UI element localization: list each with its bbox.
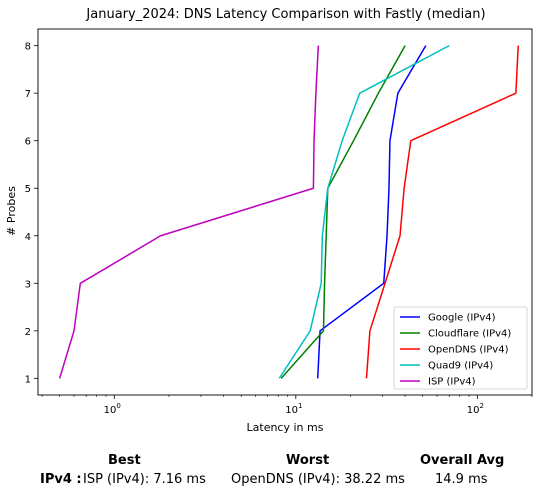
y-axis-label: # Probes xyxy=(5,186,18,236)
summary-avg-value: 14.9 ms xyxy=(435,472,488,487)
x-tick-label: 101 xyxy=(285,402,302,416)
y-tick-label: 6 xyxy=(25,137,31,148)
legend-entry: ISP (IPv4) xyxy=(428,377,476,388)
y-tick-label: 8 xyxy=(25,42,31,53)
series-line-quad9-ipv4 xyxy=(278,44,450,379)
y-tick-label: 4 xyxy=(25,232,31,243)
summary-best-value: ISP (IPv4): 7.16 ms xyxy=(83,472,206,487)
summary-header-best: Best xyxy=(108,453,141,468)
summary-row-label: IPv4 : xyxy=(40,472,82,487)
legend-entry: Quad9 (IPv4) xyxy=(428,361,493,372)
summary-header-worst: Worst xyxy=(286,453,330,468)
x-tick-label: 100 xyxy=(104,402,121,416)
summary-worst-value: OpenDNS (IPv4): 38.22 ms xyxy=(231,472,405,487)
series-line-google-ipv4 xyxy=(316,45,427,379)
y-tick-label: 1 xyxy=(25,374,31,385)
series-layer xyxy=(58,44,519,379)
y-tick-label: 7 xyxy=(25,89,31,100)
x-axis-label: Latency in ms xyxy=(247,421,324,434)
legend-entry: Google (IPv4) xyxy=(428,313,496,324)
series-line-opendns-ipv4 xyxy=(365,45,519,379)
x-tick-label: 102 xyxy=(467,402,484,416)
legend-entry: Cloudflare (IPv4) xyxy=(428,329,511,340)
legend-entry: OpenDNS (IPv4) xyxy=(428,345,509,356)
legend-box xyxy=(393,306,528,390)
y-tick-label: 3 xyxy=(25,279,31,290)
series-line-isp-ipv4 xyxy=(58,45,320,379)
axes: 100 101 102 1 2 3 4 5 6 7 8 xyxy=(25,42,533,416)
y-tick-label: 5 xyxy=(25,184,31,195)
series-line-cloudflare-ipv4 xyxy=(280,45,406,379)
summary-header-avg: Overall Avg xyxy=(420,453,505,468)
legend: Google (IPv4) Cloudflare (IPv4) OpenDNS (I… xyxy=(393,306,528,390)
chart-title: January_2024: DNS Latency Comparison wit… xyxy=(85,7,485,22)
chart: January_2024: DNS Latency Comparison wit… xyxy=(5,7,533,434)
summary-table: Best Worst Overall Avg IPv4 : ISP (IPv4)… xyxy=(0,448,541,496)
y-tick-label: 2 xyxy=(25,327,31,338)
